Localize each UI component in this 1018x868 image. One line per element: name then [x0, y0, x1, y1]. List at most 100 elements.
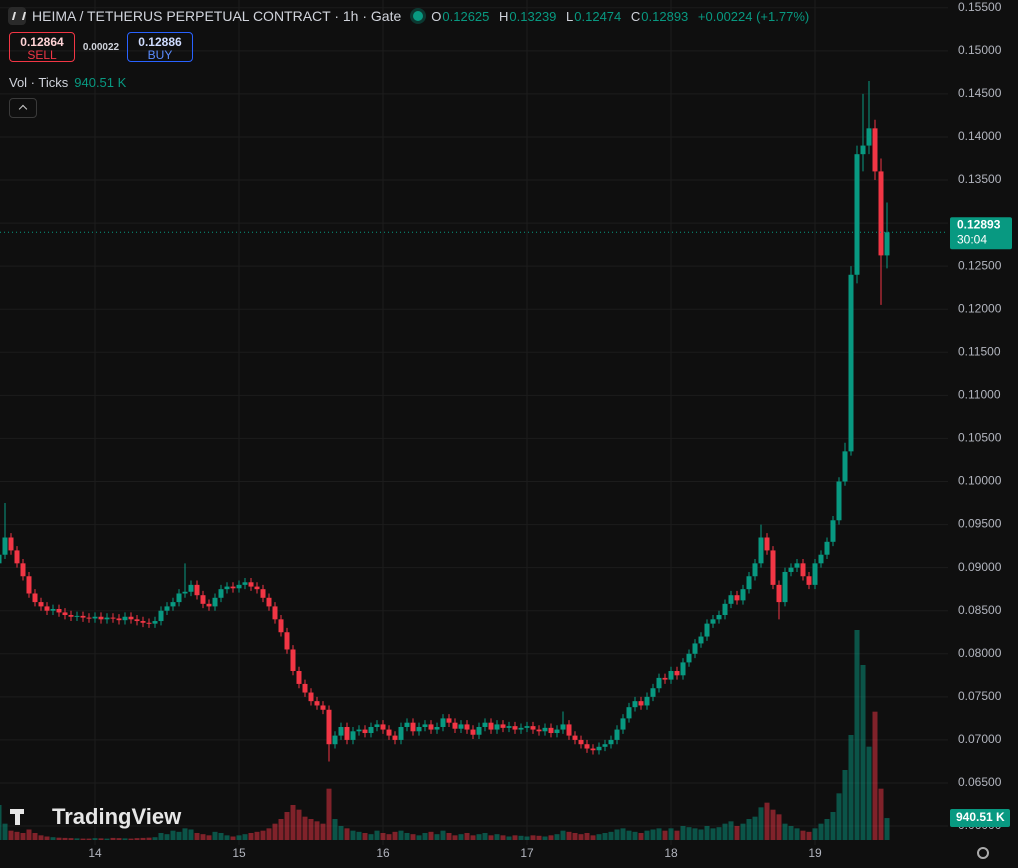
- ohlc-value: 0.12474: [574, 8, 622, 24]
- candle-body: [452, 722, 458, 729]
- candle-body: [80, 615, 86, 618]
- candle-body: [158, 610, 164, 622]
- candle-body: [848, 274, 854, 452]
- x-tick-label: 14: [88, 846, 102, 860]
- symbol-title[interactable]: HEIMA / TETHERUS PERPETUAL CONTRACT · 1h…: [32, 8, 402, 24]
- volume-bar: [248, 833, 254, 840]
- candle-body: [200, 595, 206, 604]
- ohlc-value: 0.12893: [641, 8, 689, 24]
- candle-body: [326, 709, 332, 745]
- candle-body: [632, 701, 638, 708]
- volume-bar: [872, 711, 878, 840]
- candle-body: [164, 606, 170, 611]
- candle-body: [836, 481, 842, 521]
- volume-bar: [62, 837, 68, 840]
- volume-bar: [140, 837, 146, 840]
- candle-body: [596, 746, 602, 751]
- candle-body: [428, 724, 434, 730]
- sell-button[interactable]: 0.12864 SELL: [9, 32, 75, 62]
- volume-bar: [560, 830, 566, 840]
- candle-body: [170, 602, 176, 607]
- candle-body: [698, 636, 704, 644]
- volume-bar: [548, 835, 554, 840]
- volume-bar: [740, 823, 746, 840]
- candle-body: [656, 677, 662, 689]
- settings-button[interactable]: [977, 847, 989, 859]
- candle-body: [530, 726, 536, 730]
- volume-bar: [344, 828, 350, 840]
- candle-body: [362, 729, 368, 734]
- volume-bar: [128, 838, 134, 840]
- volume-bar: [404, 833, 410, 840]
- volume-bar: [596, 834, 602, 840]
- candle-body: [554, 729, 560, 734]
- volume-tag: [950, 809, 1010, 828]
- volume-value: 940.51 K: [74, 75, 127, 90]
- candle-body: [680, 662, 686, 676]
- candle-body: [770, 550, 776, 585]
- volume-bar: [428, 831, 434, 840]
- volume-bar: [656, 828, 662, 840]
- volume-bar: [200, 834, 206, 840]
- candle-body: [506, 726, 512, 728]
- y-tick-label: 0.08000: [958, 646, 1002, 660]
- volume-bar: [398, 830, 404, 840]
- y-tick-label: 0.10000: [958, 474, 1002, 488]
- candle-body: [716, 615, 722, 620]
- candle-body: [728, 595, 734, 604]
- candle-body: [602, 744, 608, 747]
- volume-bar: [476, 834, 482, 840]
- candle-body: [884, 232, 890, 256]
- volume-bar: [338, 826, 344, 840]
- volume-bar: [674, 830, 680, 840]
- candle-body: [344, 726, 350, 740]
- volume-bar: [50, 837, 56, 840]
- volume-bar: [194, 833, 200, 840]
- sell-price: 0.12864: [20, 35, 64, 49]
- candle-body: [86, 617, 92, 619]
- candle-body: [806, 576, 812, 585]
- candle-body: [242, 582, 248, 585]
- buy-price: 0.12886: [138, 35, 182, 49]
- price-tag-value: 0.12893: [957, 217, 1001, 231]
- y-tick-label: 0.06500: [958, 775, 1002, 789]
- candle-body: [224, 586, 230, 590]
- volume-bar: [272, 823, 278, 840]
- volume-bar: [38, 835, 44, 840]
- candle-body: [434, 726, 440, 730]
- volume-bar: [458, 834, 464, 840]
- candle-body: [128, 616, 134, 620]
- candle-body: [392, 735, 398, 740]
- volume-bar: [494, 834, 500, 840]
- candle-body: [260, 589, 266, 598]
- candle-body: [536, 729, 542, 732]
- buy-button[interactable]: 0.12886 BUY: [127, 32, 193, 62]
- candle-body: [152, 621, 158, 624]
- price-tag-timer: 30:04: [957, 232, 987, 246]
- volume-bar: [500, 835, 506, 840]
- volume-bar: [14, 831, 20, 840]
- volume-bar: [74, 838, 80, 840]
- volume-bar: [182, 828, 188, 840]
- volume-bar: [440, 830, 446, 840]
- candle-body: [8, 537, 14, 551]
- candle-body: [308, 692, 314, 702]
- volume-bar: [8, 830, 14, 840]
- y-tick-label: 0.13500: [958, 172, 1002, 186]
- y-tick-label: 0.14000: [958, 129, 1002, 143]
- volume-bar: [554, 834, 560, 840]
- volume-bar: [290, 805, 296, 840]
- collapse-button[interactable]: [9, 98, 37, 118]
- volume-bar: [422, 833, 428, 840]
- volume-bar: [722, 823, 728, 840]
- volume-bar: [26, 829, 32, 840]
- volume-bar: [284, 812, 290, 840]
- volume-bar: [20, 833, 26, 840]
- volume-bar: [134, 838, 140, 840]
- volume-bar: [644, 830, 650, 840]
- candle-body: [626, 707, 632, 719]
- volume-bar: [86, 838, 92, 840]
- candle-body: [68, 615, 74, 617]
- y-tick-label: 0.12000: [958, 301, 1002, 315]
